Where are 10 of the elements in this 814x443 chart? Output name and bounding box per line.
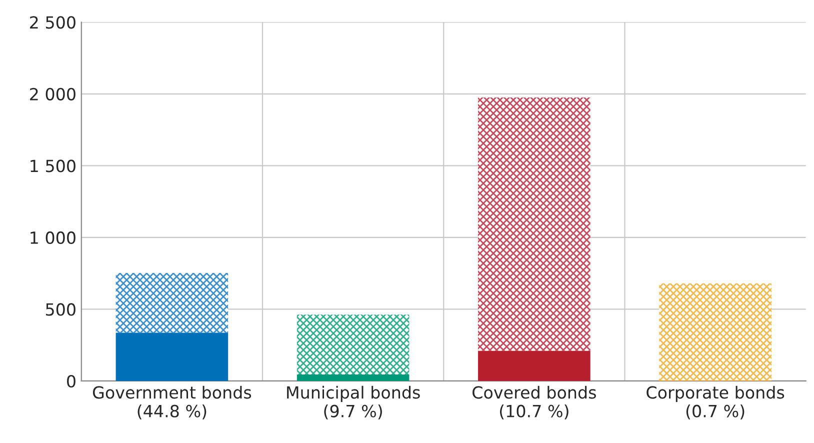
y-tick-label: 0 [67, 374, 76, 388]
x-tick-label: Government bonds (44.8 %) [92, 386, 252, 420]
y-tick-label: 2 500 [30, 16, 76, 29]
x-tick-label: Covered bonds (10.7 %) [472, 386, 596, 420]
x-tick-label: Municipal bonds (9.7 %) [287, 386, 420, 420]
y-tick-label: 1 500 [30, 160, 76, 172]
y-tick-label: 500 [46, 303, 76, 316]
y-tick-label: 1 000 [30, 231, 76, 244]
y-tick-label: 2 000 [30, 88, 76, 100]
x-tick-label: Corporate bonds (0.7 %) [646, 386, 784, 420]
